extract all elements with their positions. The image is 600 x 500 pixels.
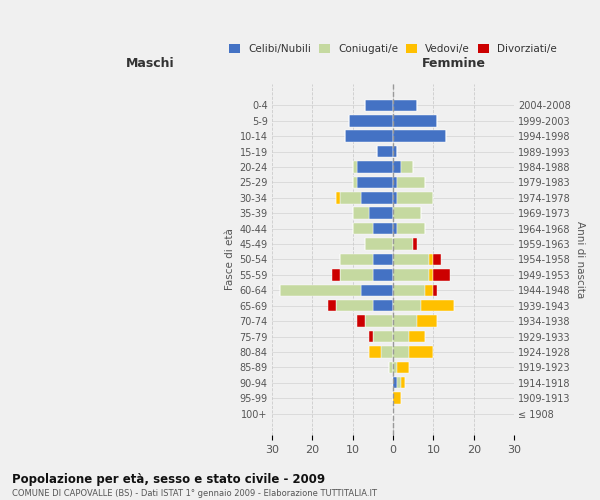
Bar bbox=[397, 176, 425, 188]
Bar bbox=[356, 316, 365, 327]
Bar bbox=[353, 208, 369, 219]
Bar bbox=[425, 284, 433, 296]
Bar bbox=[397, 223, 425, 234]
Bar bbox=[393, 316, 417, 327]
Bar bbox=[393, 269, 430, 280]
Bar bbox=[393, 392, 401, 404]
Bar bbox=[393, 100, 417, 111]
Y-axis label: Anni di nascita: Anni di nascita bbox=[575, 221, 585, 298]
Bar bbox=[369, 208, 393, 219]
Bar bbox=[393, 284, 425, 296]
Bar bbox=[393, 162, 401, 173]
Bar bbox=[393, 192, 397, 203]
Bar bbox=[353, 223, 373, 234]
Y-axis label: Fasce di età: Fasce di età bbox=[225, 228, 235, 290]
Bar bbox=[373, 223, 393, 234]
Bar bbox=[373, 300, 393, 312]
Bar bbox=[393, 223, 397, 234]
Bar bbox=[369, 346, 381, 358]
Bar bbox=[332, 269, 340, 280]
Bar bbox=[337, 192, 340, 203]
Bar bbox=[381, 346, 393, 358]
Bar bbox=[353, 176, 356, 188]
Text: COMUNE DI CAPOVALLE (BS) - Dati ISTAT 1° gennaio 2009 - Elaborazione TUTTITALIA.: COMUNE DI CAPOVALLE (BS) - Dati ISTAT 1°… bbox=[12, 489, 377, 498]
Bar bbox=[393, 346, 409, 358]
Bar bbox=[353, 162, 356, 173]
Bar bbox=[393, 254, 430, 266]
Bar bbox=[409, 346, 433, 358]
Bar bbox=[365, 238, 393, 250]
Bar bbox=[373, 330, 393, 342]
Bar bbox=[397, 192, 433, 203]
Bar bbox=[430, 254, 433, 266]
Bar bbox=[356, 162, 393, 173]
Bar bbox=[393, 300, 421, 312]
Bar bbox=[369, 330, 373, 342]
Bar bbox=[349, 115, 393, 126]
Text: Maschi: Maschi bbox=[127, 56, 175, 70]
Bar bbox=[393, 377, 397, 388]
Bar bbox=[393, 208, 421, 219]
Bar bbox=[393, 330, 409, 342]
Bar bbox=[430, 269, 433, 280]
Bar bbox=[280, 284, 361, 296]
Bar bbox=[389, 362, 393, 373]
Bar bbox=[361, 192, 393, 203]
Bar bbox=[373, 254, 393, 266]
Bar bbox=[377, 146, 393, 158]
Bar bbox=[361, 284, 393, 296]
Bar bbox=[356, 176, 393, 188]
Bar bbox=[344, 130, 393, 142]
Bar bbox=[397, 362, 409, 373]
Bar bbox=[373, 269, 393, 280]
Bar bbox=[409, 330, 425, 342]
Bar bbox=[413, 238, 417, 250]
Bar bbox=[328, 300, 337, 312]
Bar bbox=[393, 130, 446, 142]
Legend: Celibi/Nubili, Coniugati/e, Vedovi/e, Divorziati/e: Celibi/Nubili, Coniugati/e, Vedovi/e, Di… bbox=[225, 40, 561, 58]
Bar bbox=[365, 316, 393, 327]
Bar bbox=[393, 146, 397, 158]
Bar bbox=[401, 162, 413, 173]
Bar bbox=[340, 269, 373, 280]
Bar bbox=[340, 254, 373, 266]
Bar bbox=[340, 192, 361, 203]
Bar bbox=[421, 300, 454, 312]
Text: Femmine: Femmine bbox=[422, 56, 485, 70]
Bar bbox=[365, 100, 393, 111]
Bar bbox=[393, 362, 397, 373]
Bar bbox=[417, 316, 437, 327]
Bar bbox=[397, 377, 401, 388]
Bar bbox=[337, 300, 373, 312]
Bar bbox=[393, 176, 397, 188]
Text: Popolazione per età, sesso e stato civile - 2009: Popolazione per età, sesso e stato civil… bbox=[12, 472, 325, 486]
Bar bbox=[393, 238, 413, 250]
Bar bbox=[433, 254, 442, 266]
Bar bbox=[433, 284, 437, 296]
Bar bbox=[393, 115, 437, 126]
Bar bbox=[433, 269, 449, 280]
Bar bbox=[401, 377, 405, 388]
